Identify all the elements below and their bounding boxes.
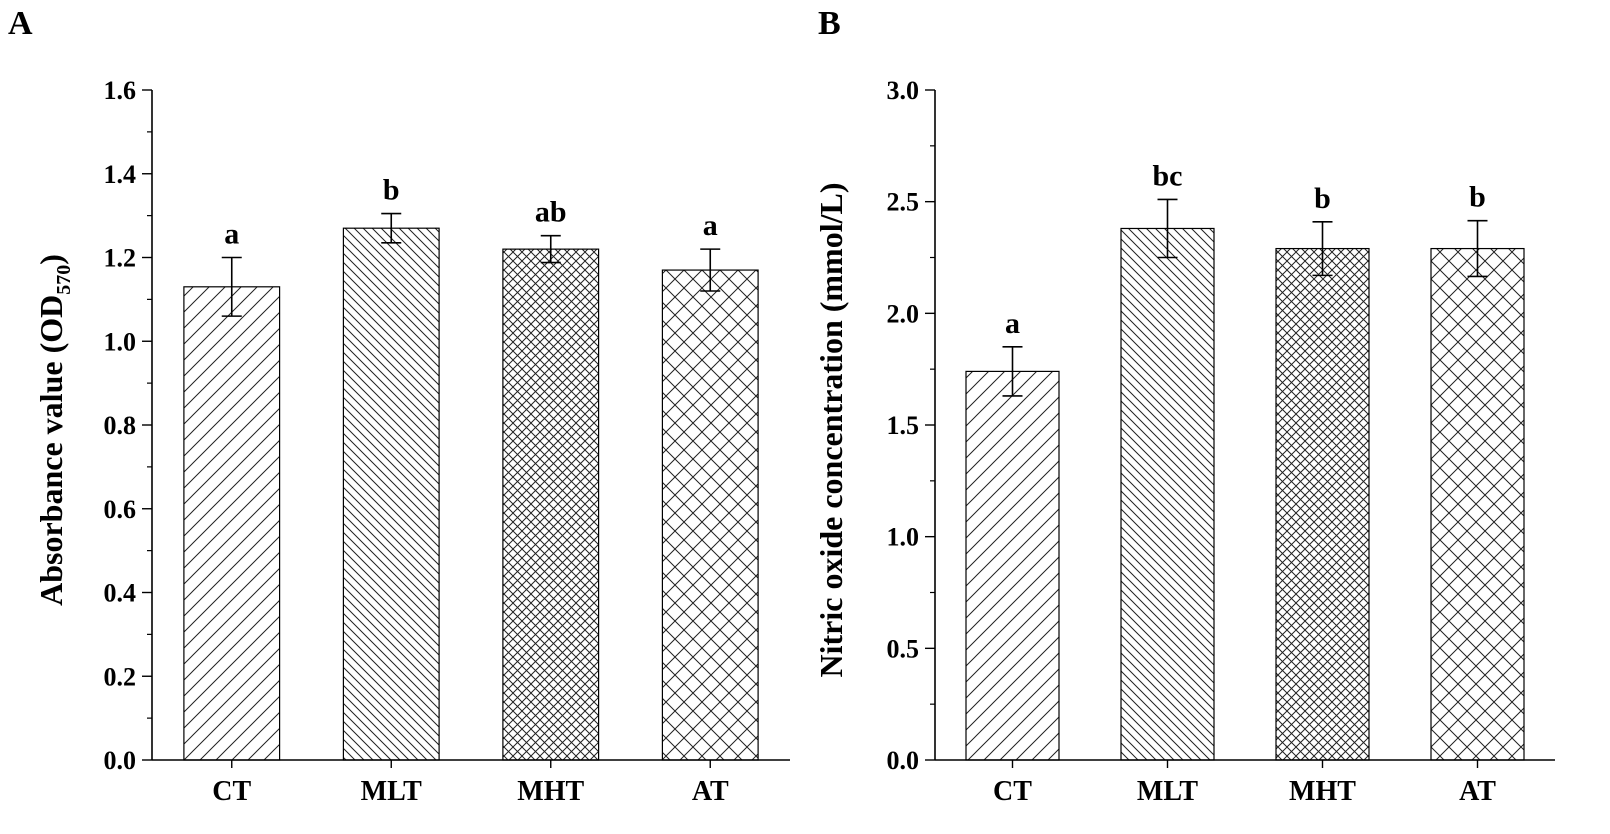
panel-b-significance-ct: a — [1005, 307, 1020, 340]
panel-a-bar-mht — [502, 248, 600, 761]
panel-a-y-tick-label: 0.0 — [104, 746, 137, 775]
panel-b-x-tick-label: AT — [1459, 776, 1496, 807]
panel-a-error-bar-ct — [221, 256, 242, 317]
panel-b-y-tick-label: 2.5 — [887, 188, 920, 217]
panel-b-significance-at: b — [1469, 181, 1486, 214]
panel-b-error-bar-mlt — [1157, 198, 1178, 259]
panel-a-x-tick-label: CT — [212, 776, 251, 807]
panel-b-y-tick-label: 2.0 — [887, 299, 920, 328]
panel-a-significance-mlt: b — [383, 174, 400, 207]
panel-b-y-axis-title-main: Nitric oxide concentration (mmol/L) — [813, 183, 849, 678]
panel-b-y-axis-title: Nitric oxide concentration (mmol/L) — [813, 183, 849, 678]
panel-a-letter: A — [8, 5, 33, 42]
panel-a-error-bar-at — [700, 248, 721, 292]
panel-a-error-bar-mlt — [381, 212, 402, 244]
panel-b-y-tick-label: 3.0 — [887, 76, 920, 105]
panel-b-bar-mht — [1275, 247, 1370, 761]
panel-a-y-tick-label: 0.8 — [104, 411, 137, 440]
panel-b-x-tick-label: CT — [993, 776, 1032, 807]
panel-a-y-axis-title: Absorbance value (OD570) — [33, 254, 75, 606]
panel-a-y-tick-label: 1.0 — [104, 327, 137, 356]
panel-b-letter: B — [818, 5, 841, 42]
panel-b-significance-mht: b — [1314, 182, 1331, 215]
panel-a-y-tick-label: 0.4 — [104, 579, 137, 608]
panel-b-y-tick-label: 0.0 — [887, 746, 920, 775]
panel-a-y-axis-title-main: Absorbance value (OD — [33, 295, 69, 606]
panel-b-x-tick-label: MHT — [1289, 776, 1356, 807]
panel-a-x-tick-label: AT — [692, 776, 729, 807]
panel-a-significance-ct: a — [224, 218, 239, 251]
panel-a-y-tick-label: 1.4 — [104, 160, 137, 189]
panel-b-y-tick-label: 1.0 — [887, 523, 920, 552]
panel-a-x-tick-label: MHT — [517, 776, 584, 807]
panel-b-bar-mlt — [1120, 227, 1215, 761]
panel-a-y-axis-title-end: ) — [33, 254, 69, 265]
panel-a-significance-at: a — [703, 209, 718, 242]
panel-b: B Nitric oxide concentration (mmol/L) a C… — [813, 5, 1555, 807]
panel-a-y-axis-title-sub: 570 — [53, 265, 75, 295]
panel-a-y-tick-label: 0.6 — [104, 495, 137, 524]
panel-a: A Absorbance value (OD570) a CT b MLT ab MHT a… — [8, 5, 790, 807]
panel-a-x-tick-label: MLT — [361, 776, 423, 807]
panel-b-error-bar-at — [1467, 219, 1488, 278]
panel-a-bar-mlt — [342, 227, 440, 761]
panel-a-y-tick-label: 1.6 — [104, 76, 137, 105]
panel-b-y-tick-label: 1.5 — [887, 411, 920, 440]
panel-b-error-bar-mht — [1312, 220, 1333, 277]
panel-a-bar-at — [661, 269, 759, 761]
panel-b-bar-ct — [965, 370, 1060, 761]
panel-a-bar-ct — [183, 286, 281, 761]
panel-b-bar-at — [1430, 247, 1525, 761]
panel-b-error-bar-ct — [1002, 346, 1023, 397]
panel-a-significance-mht: ab — [535, 196, 567, 229]
panel-a-error-bar-mht — [540, 234, 561, 264]
panel-b-x-tick-label: MLT — [1137, 776, 1199, 807]
panel-b-significance-mlt: bc — [1153, 159, 1183, 192]
panel-a-y-tick-label: 0.2 — [104, 662, 137, 691]
panel-b-y-tick-label: 0.5 — [887, 634, 920, 663]
panel-a-y-tick-label: 1.2 — [104, 244, 137, 273]
